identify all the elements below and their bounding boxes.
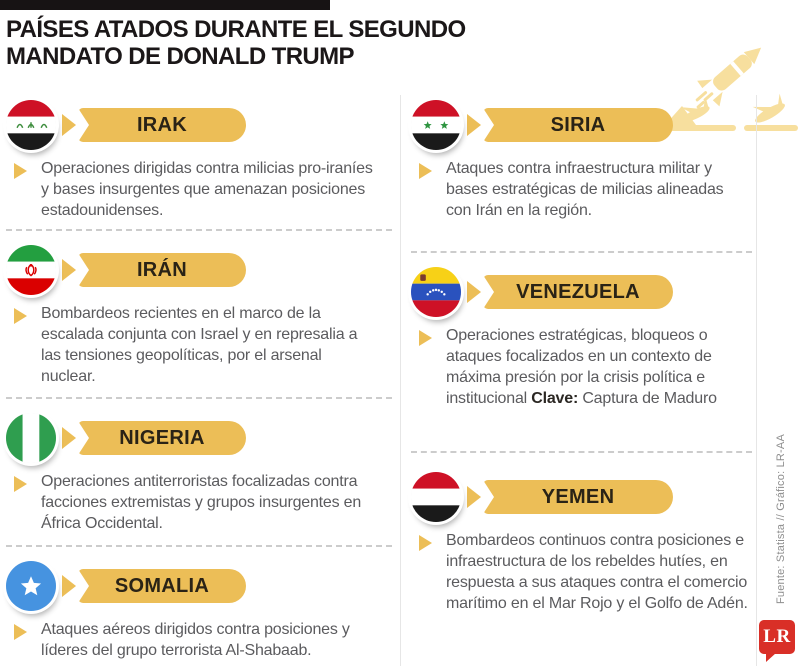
yemen-flag-icon xyxy=(411,472,461,522)
country-description: Ataques contra infraestructura militar y… xyxy=(446,160,724,220)
country-description: Bombardeos recientes en el marco de la e… xyxy=(41,305,358,386)
bullet-arrow-icon xyxy=(419,535,432,551)
crashed-plane-icon xyxy=(652,97,736,131)
bullet-arrow-icon xyxy=(419,330,432,346)
country-entry: Operaciones estratégicas, bloqueos o ata… xyxy=(411,325,752,409)
country-name: SOMALIA xyxy=(114,574,210,597)
country-banner: SOMALIA xyxy=(6,560,392,612)
description-text: Operaciones estratégicas, bloqueos o ata… xyxy=(446,327,712,408)
country-name: VENEZUELA xyxy=(516,280,640,303)
country-description: Operaciones dirigidas contra milicias pr… xyxy=(41,160,373,220)
country-entry: Ataques aéreos dirigidos contra posicion… xyxy=(6,619,392,661)
bullet-arrow-icon xyxy=(14,163,27,179)
syria-flag-icon xyxy=(411,100,461,150)
country-entry: Operaciones dirigidas contra milicias pr… xyxy=(6,158,392,221)
bullet-arrow-icon xyxy=(14,476,27,492)
missile-icon xyxy=(695,47,762,109)
somalia-flag-icon xyxy=(6,561,56,611)
country-ribbon: SOMALIA xyxy=(78,569,246,603)
lr-logo: LR xyxy=(759,620,795,662)
country-banner: IRÁN xyxy=(6,244,392,296)
country-name: IRAK xyxy=(136,113,188,136)
country-description: Operaciones antiterroristas focalizadas … xyxy=(41,473,362,533)
page-title-line2: MANDATO DE DONALD TRUMP xyxy=(6,43,355,71)
country-ribbon: NIGERIA xyxy=(78,421,246,455)
decor-graphics xyxy=(638,6,800,146)
top-accent-bar xyxy=(0,0,330,10)
country-name: YEMEN xyxy=(541,485,615,508)
section-venezuela: VENEZUELA Operaciones estratégicas, bloq… xyxy=(411,253,752,453)
country-banner: VENEZUELA xyxy=(411,266,752,318)
page-title: PAÍSES ATADOS DURANTE EL SEGUNDO MANDATO… xyxy=(6,16,526,70)
country-entry: Operaciones antiterroristas focalizadas … xyxy=(6,471,392,534)
country-ribbon: IRÁN xyxy=(78,253,246,287)
page-title-line1: PAÍSES ATADOS DURANTE EL SEGUNDO xyxy=(6,16,466,43)
country-name: SIRIA xyxy=(550,113,606,136)
lr-logo-text: LR xyxy=(763,626,791,647)
section-siria: SIRIA Ataques contra infraestructura mil… xyxy=(411,95,752,253)
country-entry: Bombardeos recientes en el marco de la e… xyxy=(6,303,392,387)
credits-rail: Fuente: Statista // Gráfico: LR-AA LR xyxy=(756,95,800,666)
iraq-flag-icon xyxy=(6,100,56,150)
section-nigeria: NIGERIA Operaciones antiterroristas foca… xyxy=(6,399,392,547)
right-column: SIRIA Ataques contra infraestructura mil… xyxy=(400,95,756,666)
country-entry: Ataques contra infraestructura militar y… xyxy=(411,158,752,221)
country-ribbon: YEMEN xyxy=(483,480,673,514)
country-banner: SIRIA xyxy=(411,99,752,151)
iran-flag-icon xyxy=(6,245,56,295)
key-label: Clave: xyxy=(531,390,579,408)
bullet-arrow-icon xyxy=(419,163,432,179)
source-credit: Fuente: Statista // Gráfico: LR-AA xyxy=(775,433,787,604)
bullet-arrow-icon xyxy=(14,624,27,640)
country-description: Operaciones estratégicas, bloqueos o ata… xyxy=(446,325,752,409)
section-somalia: SOMALIA Ataques aéreos dirigidos contra … xyxy=(6,547,392,666)
country-description: Ataques aéreos dirigidos contra posicion… xyxy=(41,621,350,660)
section-yemen: YEMEN Bombardeos continuos contra posici… xyxy=(411,453,752,666)
country-ribbon: VENEZUELA xyxy=(483,275,673,309)
country-banner: NIGERIA xyxy=(6,412,392,464)
country-description: Bombardeos continuos contra posiciones e… xyxy=(446,532,748,613)
nigeria-flag-icon xyxy=(6,413,56,463)
section-iran: IRÁN Bombardeos recientes en el marco de… xyxy=(6,231,392,399)
description-text: Captura de Maduro xyxy=(578,390,717,408)
bullet-arrow-icon xyxy=(14,308,27,324)
venezuela-flag-icon xyxy=(411,267,461,317)
country-ribbon: IRAK xyxy=(78,108,246,142)
country-name: NIGERIA xyxy=(119,426,205,449)
country-ribbon: SIRIA xyxy=(483,108,673,142)
content-columns: IRAK Operaciones dirigidas contra milici… xyxy=(0,95,800,666)
country-banner: YEMEN xyxy=(411,471,752,523)
country-entry: Bombardeos continuos contra posiciones e… xyxy=(411,530,752,614)
country-name: IRÁN xyxy=(136,258,188,281)
section-irak: IRAK Operaciones dirigidas contra milici… xyxy=(6,95,392,231)
crashed-plane-icon xyxy=(744,93,798,131)
country-banner: IRAK xyxy=(6,99,392,151)
left-column: IRAK Operaciones dirigidas contra milici… xyxy=(0,95,400,666)
